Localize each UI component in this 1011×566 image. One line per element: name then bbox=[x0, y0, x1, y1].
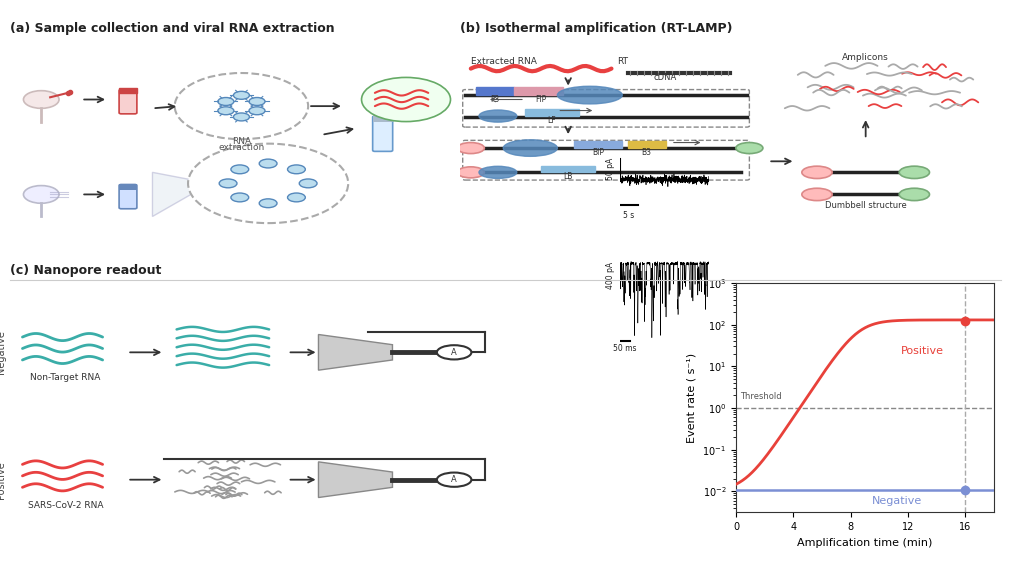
Circle shape bbox=[23, 91, 59, 108]
Circle shape bbox=[287, 165, 305, 174]
Circle shape bbox=[231, 165, 249, 174]
Circle shape bbox=[802, 188, 832, 200]
Text: 50 pA: 50 pA bbox=[607, 158, 616, 181]
Circle shape bbox=[249, 97, 265, 105]
Circle shape bbox=[234, 91, 250, 99]
Circle shape bbox=[802, 166, 832, 178]
X-axis label: Amplification time (min): Amplification time (min) bbox=[798, 538, 932, 547]
Text: SARS-CoV-2 RNA: SARS-CoV-2 RNA bbox=[28, 501, 103, 510]
Circle shape bbox=[219, 179, 237, 188]
Text: LB: LB bbox=[563, 172, 573, 181]
Ellipse shape bbox=[479, 166, 517, 178]
Y-axis label: Event rate ( s⁻¹): Event rate ( s⁻¹) bbox=[686, 353, 697, 443]
Circle shape bbox=[217, 107, 234, 115]
Circle shape bbox=[362, 78, 451, 122]
Circle shape bbox=[188, 144, 348, 223]
Text: 400 pA: 400 pA bbox=[607, 262, 616, 289]
Text: RNA: RNA bbox=[232, 136, 251, 145]
FancyBboxPatch shape bbox=[119, 185, 136, 209]
Polygon shape bbox=[153, 172, 210, 217]
FancyBboxPatch shape bbox=[373, 116, 392, 151]
Polygon shape bbox=[318, 335, 392, 370]
Text: BIP: BIP bbox=[591, 148, 604, 157]
Text: A: A bbox=[451, 475, 457, 484]
Text: Positive: Positive bbox=[901, 346, 943, 356]
Bar bbox=[119, 185, 136, 190]
Polygon shape bbox=[318, 462, 392, 498]
Text: Extracted RNA: Extracted RNA bbox=[471, 58, 537, 66]
Text: LF: LF bbox=[548, 115, 556, 125]
Text: cDNA: cDNA bbox=[654, 72, 677, 82]
Circle shape bbox=[899, 166, 929, 178]
Circle shape bbox=[234, 113, 250, 121]
FancyBboxPatch shape bbox=[119, 89, 136, 114]
Circle shape bbox=[299, 179, 317, 188]
Text: B3: B3 bbox=[642, 148, 652, 157]
Text: (b) Isothermal amplification (RT-LAMP): (b) Isothermal amplification (RT-LAMP) bbox=[460, 22, 733, 35]
Text: F3: F3 bbox=[490, 95, 499, 104]
Text: Negative: Negative bbox=[872, 496, 922, 506]
Circle shape bbox=[217, 97, 234, 105]
Circle shape bbox=[231, 193, 249, 202]
Text: RT: RT bbox=[617, 58, 628, 66]
Text: Threshold: Threshold bbox=[740, 392, 782, 401]
Text: 5 s: 5 s bbox=[623, 211, 634, 220]
Bar bbox=[476, 87, 514, 95]
Circle shape bbox=[259, 159, 277, 168]
Circle shape bbox=[437, 345, 471, 359]
Bar bbox=[573, 141, 623, 148]
Circle shape bbox=[736, 143, 763, 153]
Ellipse shape bbox=[479, 110, 517, 122]
Text: (a) Sample collection and viral RNA extraction: (a) Sample collection and viral RNA extr… bbox=[10, 22, 335, 35]
Text: Dumbbell structure: Dumbbell structure bbox=[825, 201, 907, 209]
Circle shape bbox=[457, 143, 484, 153]
Circle shape bbox=[287, 193, 305, 202]
Bar bbox=[514, 87, 536, 95]
Text: A: A bbox=[451, 348, 457, 357]
Circle shape bbox=[23, 186, 59, 203]
Text: Non-Target RNA: Non-Target RNA bbox=[30, 374, 101, 383]
Bar bbox=[541, 166, 595, 172]
Circle shape bbox=[437, 473, 471, 487]
Text: FIP: FIP bbox=[536, 95, 547, 104]
Circle shape bbox=[249, 107, 265, 115]
Ellipse shape bbox=[557, 86, 622, 104]
Text: Negative: Negative bbox=[0, 331, 6, 374]
Bar bbox=[119, 88, 136, 93]
Text: extraction: extraction bbox=[218, 143, 265, 152]
Text: (c) Nanopore readout: (c) Nanopore readout bbox=[10, 264, 162, 277]
Text: Amplicons: Amplicons bbox=[842, 53, 889, 62]
Bar bbox=[373, 115, 392, 122]
Text: 50 ms: 50 ms bbox=[614, 344, 637, 353]
Ellipse shape bbox=[503, 140, 557, 156]
Circle shape bbox=[457, 167, 484, 178]
Circle shape bbox=[259, 199, 277, 208]
Bar bbox=[628, 141, 665, 148]
Bar bbox=[525, 109, 579, 116]
Circle shape bbox=[175, 73, 308, 139]
Text: Positive: Positive bbox=[0, 461, 6, 499]
Circle shape bbox=[899, 188, 929, 200]
Bar bbox=[536, 87, 563, 95]
